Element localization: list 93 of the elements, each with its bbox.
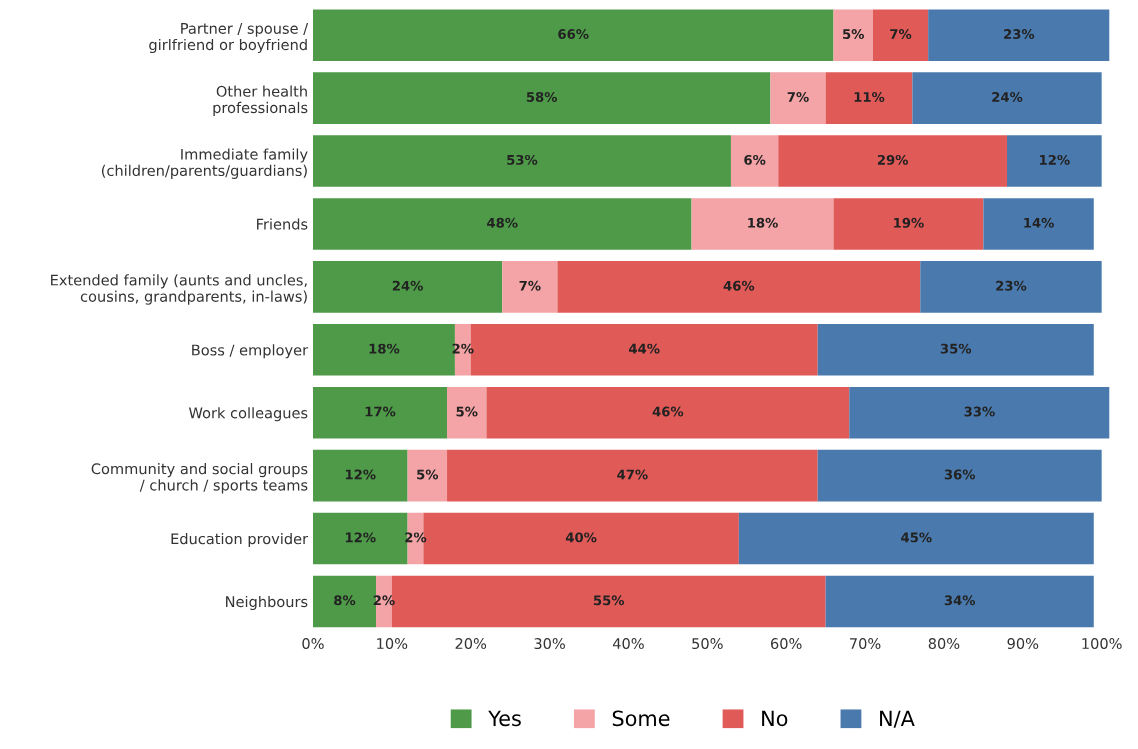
- bar: [738, 512, 1094, 565]
- data-label: 34%: [944, 595, 976, 606]
- x-tick-label: 60%: [770, 638, 802, 650]
- data-label: 44%: [629, 343, 660, 354]
- data-label: 7%: [519, 280, 541, 291]
- x-tick-label: 90%: [1007, 638, 1039, 650]
- data-label: 47%: [617, 469, 648, 480]
- bar: [691, 198, 834, 250]
- data-label: 24%: [392, 280, 423, 291]
- legend-label: Some: [612, 710, 670, 727]
- legend-label: No: [762, 710, 788, 727]
- bar: [312, 198, 692, 250]
- bar: [312, 449, 408, 502]
- data-label: 7%: [890, 29, 912, 40]
- data-label: 19%: [894, 217, 924, 228]
- data-label: 24%: [992, 91, 1023, 102]
- bar: [849, 386, 1110, 439]
- data-label: 33%: [964, 406, 995, 417]
- data-label: 5%: [843, 29, 864, 40]
- bar: [928, 9, 1110, 61]
- data-label: 46%: [652, 406, 684, 417]
- data-label: 14%: [1024, 217, 1054, 228]
- x-tick-label: 10%: [377, 638, 408, 650]
- bar: [312, 135, 731, 187]
- bar: [312, 386, 448, 439]
- x-tick-label: 30%: [534, 638, 565, 650]
- y-tick-label: Boss / employer: [192, 344, 309, 359]
- data-label: 40%: [565, 532, 597, 543]
- y-tick-label: Immediate family (children/parents/guardians): [101, 148, 308, 179]
- data-label: 8%: [334, 595, 356, 606]
- data-label: 12%: [1040, 154, 1070, 165]
- legend-label: Yes: [488, 710, 521, 727]
- bar: [312, 9, 834, 61]
- bar: [817, 323, 1094, 376]
- data-label: 46%: [723, 280, 755, 291]
- data-label: 12%: [345, 532, 376, 543]
- x-tick-label: 50%: [692, 638, 723, 650]
- y-tick-label: Education provider: [171, 532, 309, 548]
- x-tick-label: 40%: [612, 638, 644, 650]
- bar: [312, 72, 771, 124]
- data-label: 5%: [417, 469, 439, 480]
- y-tick-label: Friends: [257, 218, 308, 230]
- y-tick-label: Extended family (aunts and uncles, cousins, grandparents, in-laws): [51, 274, 307, 305]
- bar: [833, 198, 984, 250]
- data-label: 11%: [854, 91, 885, 102]
- data-label: 35%: [940, 343, 972, 354]
- data-label: 55%: [593, 595, 625, 606]
- bar: [1007, 135, 1102, 187]
- data-label: 23%: [1004, 29, 1035, 40]
- bar: [312, 261, 503, 313]
- x-tick-label: 100%: [1082, 638, 1122, 650]
- data-label: 12%: [345, 469, 376, 480]
- bar: [817, 449, 1102, 502]
- x-tick-label: 70%: [850, 638, 881, 650]
- data-label: 23%: [996, 280, 1027, 291]
- data-label: 5%: [456, 406, 478, 417]
- bar: [833, 9, 873, 61]
- bar: [730, 135, 779, 187]
- bar: [983, 198, 1094, 250]
- bar: [557, 261, 921, 313]
- y-tick-label: Partner / spouse / girlfriend or boyfriend: [149, 23, 309, 54]
- x-tick-label: 0%: [302, 638, 324, 650]
- data-label: 29%: [877, 154, 909, 165]
- bar: [447, 449, 818, 502]
- bar: [872, 9, 929, 61]
- y-tick-label: Community and social groups / church / sports teams: [91, 463, 308, 494]
- data-label: 7%: [787, 91, 809, 102]
- x-tick-label: 20%: [455, 638, 487, 650]
- data-label: 17%: [365, 406, 396, 417]
- data-label: 58%: [526, 91, 558, 102]
- y-tick-label: Neighbours: [226, 595, 308, 611]
- x-tick-label: 80%: [928, 638, 960, 650]
- bar: [825, 72, 913, 124]
- data-label: 48%: [487, 217, 518, 228]
- bar: [778, 135, 1008, 187]
- data-label: 53%: [507, 154, 538, 165]
- data-label: 45%: [901, 532, 932, 543]
- data-label: 66%: [558, 29, 589, 40]
- data-label: 18%: [748, 217, 778, 228]
- bar: [407, 449, 448, 502]
- data-label: 6%: [744, 154, 766, 165]
- bar: [447, 386, 487, 439]
- bar: [486, 386, 850, 439]
- y-tick-label: Work colleagues: [188, 407, 308, 422]
- bar: [770, 72, 826, 124]
- y-tick-label: Other health professionals: [213, 85, 308, 116]
- bar: [825, 575, 1094, 628]
- data-label: 36%: [944, 469, 976, 480]
- bar: [920, 261, 1102, 313]
- legend-label: N/A: [880, 710, 915, 728]
- bar: [502, 261, 558, 313]
- bar: [912, 72, 1102, 124]
- data-label: 18%: [369, 343, 400, 354]
